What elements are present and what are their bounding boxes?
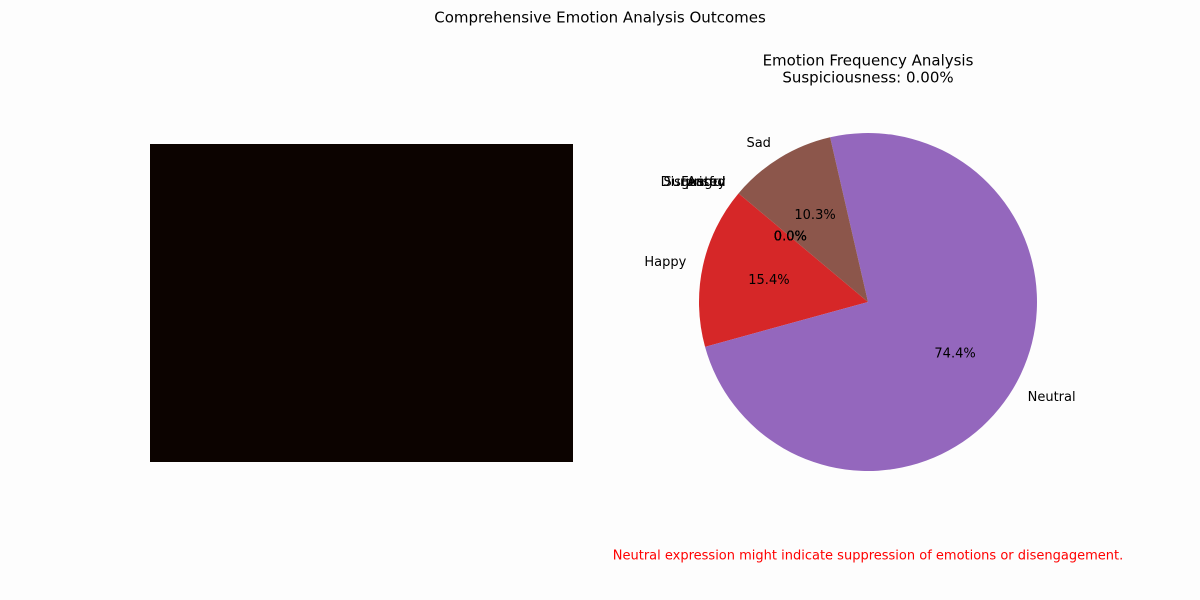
value-label: 0.0%	[774, 229, 807, 244]
value-label: 74.4%	[934, 346, 975, 361]
slice-label: Surprised	[664, 175, 726, 190]
chart-title: Emotion Frequency Analysis	[763, 52, 974, 70]
figure-title: Comprehensive Emotion Analysis Outcomes	[434, 9, 766, 27]
slice-label: Fearful	[681, 175, 726, 190]
video-frame	[150, 144, 573, 462]
slice-label: Disgusted	[661, 175, 726, 190]
chart-subtitle: Suspiciousness: 0.00%	[782, 69, 953, 87]
slice-label: Sad	[746, 136, 770, 151]
note: Neutral expression might indicate suppre…	[613, 549, 1123, 564]
pie-slice	[699, 193, 868, 347]
value-label: 0.0%	[774, 229, 807, 244]
value-label: 0.0%	[774, 229, 807, 244]
pie-slice	[705, 133, 1037, 472]
value-label: 0.0%	[774, 229, 807, 244]
slice-label: Angry	[687, 175, 726, 190]
slice-label: Happy	[644, 255, 686, 270]
value-label: 15.4%	[748, 273, 789, 288]
slice-label: Neutral	[1028, 390, 1076, 405]
value-label: 10.3%	[794, 208, 835, 223]
pie-slice	[738, 137, 868, 302]
